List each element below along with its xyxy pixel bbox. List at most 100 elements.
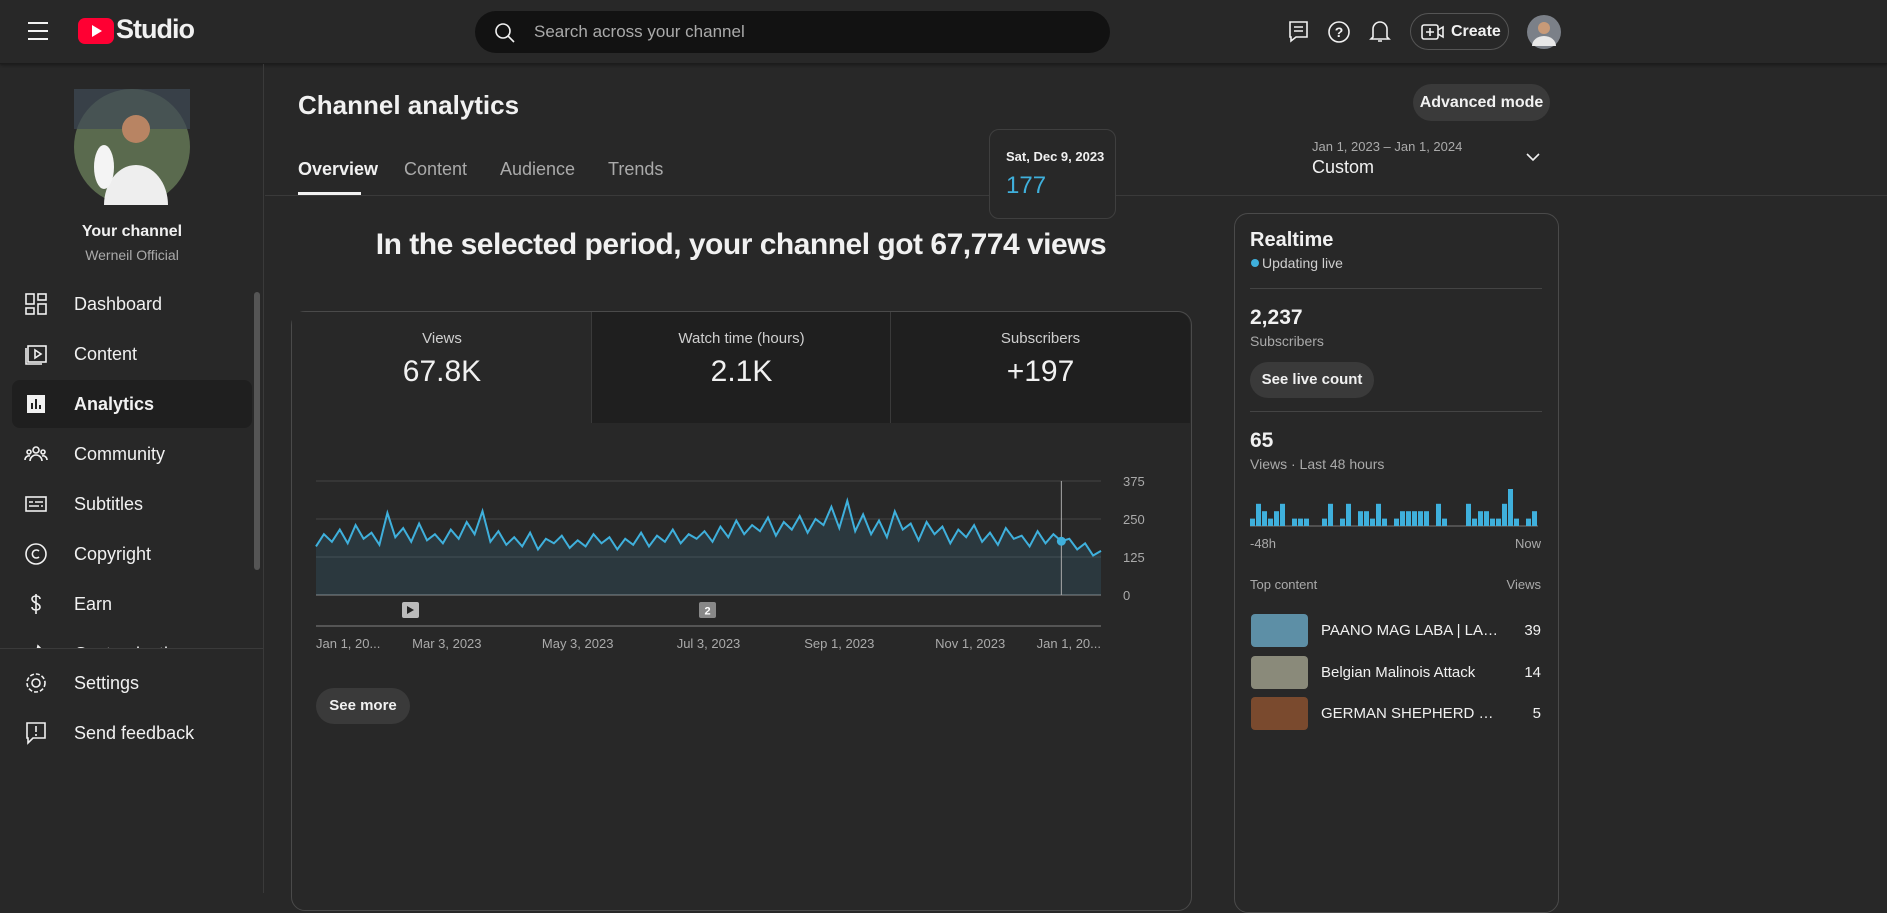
bar [1268,518,1273,526]
nav-icon [25,293,47,315]
thumbnail[interactable] [1251,655,1308,689]
dropdown-icon[interactable] [1525,151,1541,163]
bar [1304,518,1309,526]
create-icon [1421,24,1444,40]
chart-tooltip: Sat, Dec 9, 2023 177 [989,129,1116,219]
nav-item[interactable]: Earn [12,580,252,628]
notifications-icon[interactable] [1369,19,1391,45]
bar [1490,518,1495,526]
bar [1496,518,1501,526]
tab[interactable]: Audience [500,159,576,179]
scrollbar[interactable] [254,292,260,570]
search-box[interactable]: Search across your channel [475,11,1110,53]
thumbnail[interactable] [1251,614,1308,647]
bar [1466,503,1471,526]
feedback-icon [26,722,46,745]
bar [1472,518,1477,526]
bar [1508,489,1513,526]
views-count: 65 [1250,429,1274,452]
create-button[interactable]: Create [1410,13,1509,50]
video-views: 5 [1532,705,1541,722]
logo-icon[interactable] [78,18,114,44]
nav-label: Subtitles [74,494,144,514]
feedback-icon[interactable] [1288,20,1310,44]
bar [1298,518,1303,526]
play-icon [407,606,414,614]
nav-label: Dashboard [74,294,163,314]
nav-icon [25,345,47,365]
bar [1478,511,1483,526]
x-tick-label: Jul 3, 2023 [677,636,741,651]
metric-label: Views [422,330,462,347]
metric-tab[interactable]: Views 67.8K [292,312,592,423]
bar [1364,511,1369,526]
headline: In the selected period, your channel got… [375,228,1107,261]
bar [1328,503,1333,526]
bar [1256,503,1261,526]
subscriber-count: 2,237 [1250,306,1303,329]
bar [1412,511,1417,526]
nav-item[interactable]: Subtitles [12,480,252,528]
help-icon[interactable]: ? [1327,20,1351,44]
tab-indicator [298,192,361,195]
nav-label: Analytics [74,394,155,414]
metric-tab[interactable]: Watch time (hours) 2.1K [591,312,891,423]
x-tick-label: Sep 1, 2023 [804,636,874,651]
account-avatar[interactable] [1527,15,1561,49]
nav-item[interactable]: Copyright [12,530,252,578]
realtime-title: Realtime [1250,229,1334,251]
nav-item[interactable]: Dashboard [12,280,252,328]
nav-label: Content [74,344,138,364]
bar [1484,511,1489,526]
tab[interactable]: Content [404,159,468,179]
timeline-marker[interactable] [699,602,716,618]
x-tick-label: Jan 1, 20... [1037,636,1101,651]
divider [1250,288,1542,289]
search-icon [495,23,515,43]
nav-label: Settings [74,673,140,693]
nav-item[interactable]: Content [12,330,252,378]
x-tick-label: Jan 1, 20... [316,636,380,651]
live-count-button[interactable]: See live count [1250,362,1374,398]
divider [1250,411,1542,412]
tab[interactable]: Overview [298,159,379,179]
nav-item[interactable]: Community [12,430,252,478]
see-more-button[interactable]: See more [316,688,410,724]
realtime-status: Updating live [1262,255,1343,271]
menu-icon[interactable] [28,20,48,42]
bar [1394,518,1399,526]
tab[interactable]: Trends [608,159,664,179]
channel-name: Werneil Official [85,247,179,263]
date-range[interactable]: Jan 1, 2023 – Jan 1, 2024 [1312,139,1463,154]
logo-text[interactable]: Studio [116,14,195,44]
bar [1442,518,1447,526]
timeline-marker-label: 2 [704,606,710,618]
thumbnail[interactable] [1251,697,1308,730]
x-tick-label: Now [1515,536,1542,551]
bar [1406,511,1411,526]
nav-icon [31,594,41,614]
y-tick-label: 0 [1123,588,1130,603]
metric-tab[interactable]: Subscribers +197 [890,312,1190,423]
nav-item[interactable]: Settings [12,659,252,707]
bar [1250,518,1255,526]
channel-avatar[interactable] [74,89,190,205]
y-tick-label: 250 [1123,512,1145,527]
sidebar: Your channel Werneil Official Dashboard C… [0,64,264,893]
bar [1274,511,1279,526]
nav-icon [24,446,48,462]
x-tick-label: Nov 1, 2023 [935,636,1005,651]
bar [1346,503,1351,526]
nav-item[interactable]: Send feedback [12,709,252,757]
svg-text:?: ? [1335,24,1344,40]
nav-item[interactable]: Analytics [12,380,252,428]
nav-icon [27,395,45,413]
advanced-mode-button[interactable]: Advanced mode [1413,84,1550,121]
metric-value: 2.1K [710,355,773,388]
header: Studio Search across your channel ? Crea… [0,0,1887,64]
views-label: Views · Last 48 hours [1250,456,1385,472]
subscriber-label: Subscribers [1250,333,1324,349]
date-preset[interactable]: Custom [1312,157,1375,177]
metric-label: Subscribers [1000,330,1081,347]
